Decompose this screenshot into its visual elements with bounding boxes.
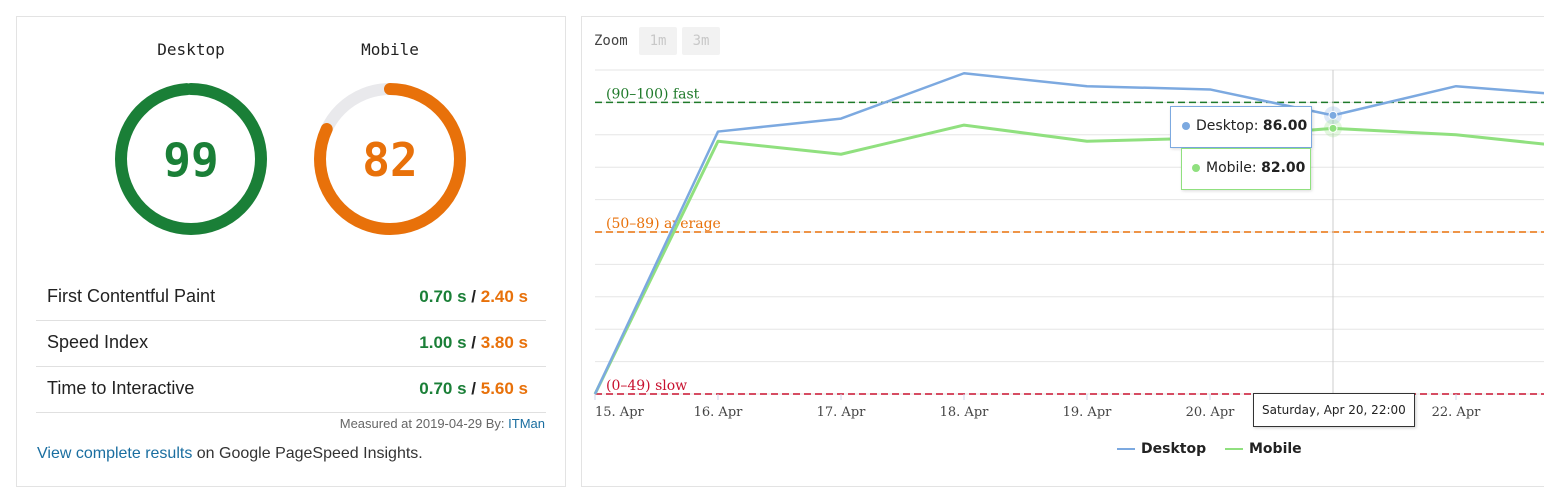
view-results-link[interactable]: View complete results (37, 445, 193, 462)
legend-mobile-swatch (1225, 448, 1243, 450)
metric-values: 0.70 s / 5.60 s (419, 379, 528, 399)
mobile-score: 82 (362, 133, 417, 187)
zoom-label: Zoom (594, 33, 628, 49)
desktop-score: 99 (163, 133, 218, 187)
legend-desktop-label: Desktop (1141, 441, 1207, 457)
results-note: View complete results on Google PageSpee… (37, 445, 423, 463)
mobile-gauge-arc (314, 83, 466, 235)
x-tick-label: 16. Apr (694, 405, 744, 420)
line-chart: (90–100) fast(50–89) average(0–49) slow … (593, 69, 1544, 420)
metric-separator: / (471, 379, 476, 398)
measured-text: Measured at 2019-04-29 By: (339, 416, 505, 431)
legend-desktop-swatch (1117, 448, 1135, 450)
threshold-label: (0–49) slow (606, 378, 687, 394)
history-chart-panel: Zoom 1m 3m (90–100) fast (50–89) average (… (581, 16, 1544, 487)
metric-desktop-value: 0.70 s (419, 287, 467, 306)
desktop-tooltip: Desktop: 86.00 (1170, 106, 1312, 148)
zoom-3m-button[interactable]: 3m (682, 27, 720, 55)
x-tick-label: 19. Apr (1063, 405, 1113, 420)
metric-name: Speed Index (47, 332, 149, 352)
legend-mobile-label: Mobile (1249, 441, 1302, 457)
metric-mobile-value: 2.40 s (480, 287, 528, 306)
metric-name: Time to Interactive (47, 378, 195, 398)
metric-values: 0.70 s / 2.40 s (419, 287, 528, 307)
metric-row-speed-index: Speed Index 1.00 s / 3.80 s (36, 320, 546, 367)
legend-desktop[interactable]: Desktop (1117, 441, 1206, 457)
scores-panel: Desktop Mobile 99 82 First Contentful Pa… (16, 16, 566, 487)
desktop-dot-icon (1182, 122, 1190, 130)
results-suffix: on Google PageSpeed Insights. (196, 445, 423, 462)
date-tooltip: Saturday, Apr 20, 22:00 (1253, 393, 1415, 427)
zoom-1m-button[interactable]: 1m (639, 27, 677, 55)
metric-desktop-value: 0.70 s (419, 379, 467, 398)
hover-point-desktop (1328, 110, 1338, 120)
threshold-label: (90–100) fast (606, 86, 700, 102)
x-tick-label: 20. Apr (1186, 405, 1236, 420)
metric-separator: / (471, 287, 476, 306)
hover-point-mobile (1328, 123, 1338, 133)
metric-values: 1.00 s / 3.80 s (419, 333, 528, 353)
desktop-gauge-label: Desktop (157, 40, 225, 59)
metric-row-fcp: First Contentful Paint 0.70 s / 2.40 s (36, 274, 546, 321)
x-axis: 15. Apr 16. Apr 17. Apr 18. Apr 19. Apr 20. A… (594, 394, 1482, 420)
measured-note: Measured at 2019-04-29 By: ITMan (340, 416, 545, 431)
mobile-dot-icon (1192, 164, 1200, 172)
metric-name: First Contentful Paint (47, 286, 216, 306)
desktop-score-gauge: 99 (111, 79, 271, 239)
desktop-gauge-arc (115, 83, 267, 235)
mobile-gauge-label: Mobile (361, 40, 419, 59)
desktop-tooltip-label: Desktop: (1196, 118, 1259, 134)
mobile-tooltip-label: Mobile: (1206, 160, 1257, 176)
series-line-desktop (593, 71, 1544, 395)
author-link[interactable]: ITMan (508, 416, 545, 431)
desktop-tooltip-value: 86.00 (1262, 118, 1308, 134)
metric-mobile-value: 5.60 s (480, 379, 528, 398)
metric-desktop-value: 1.00 s (419, 333, 467, 352)
x-tick-label: 18. Apr (940, 405, 990, 420)
x-tick-label: 15. Apr (595, 405, 645, 420)
x-tick-label: 22. Apr (1432, 405, 1482, 420)
series-line-mobile (593, 123, 1544, 395)
legend-mobile[interactable]: Mobile (1225, 441, 1302, 457)
x-tick-label: 17. Apr (817, 405, 867, 420)
threshold-label: (50–89) average (606, 216, 721, 232)
mobile-score-gauge: 82 (310, 79, 470, 239)
metric-separator: / (471, 333, 476, 352)
series-lines (593, 71, 1544, 395)
mobile-tooltip: Mobile: 82.00 (1181, 148, 1311, 190)
metric-row-tti: Time to Interactive 0.70 s / 5.60 s (36, 366, 546, 413)
metric-mobile-value: 3.80 s (480, 333, 528, 352)
mobile-tooltip-value: 82.00 (1261, 160, 1306, 176)
